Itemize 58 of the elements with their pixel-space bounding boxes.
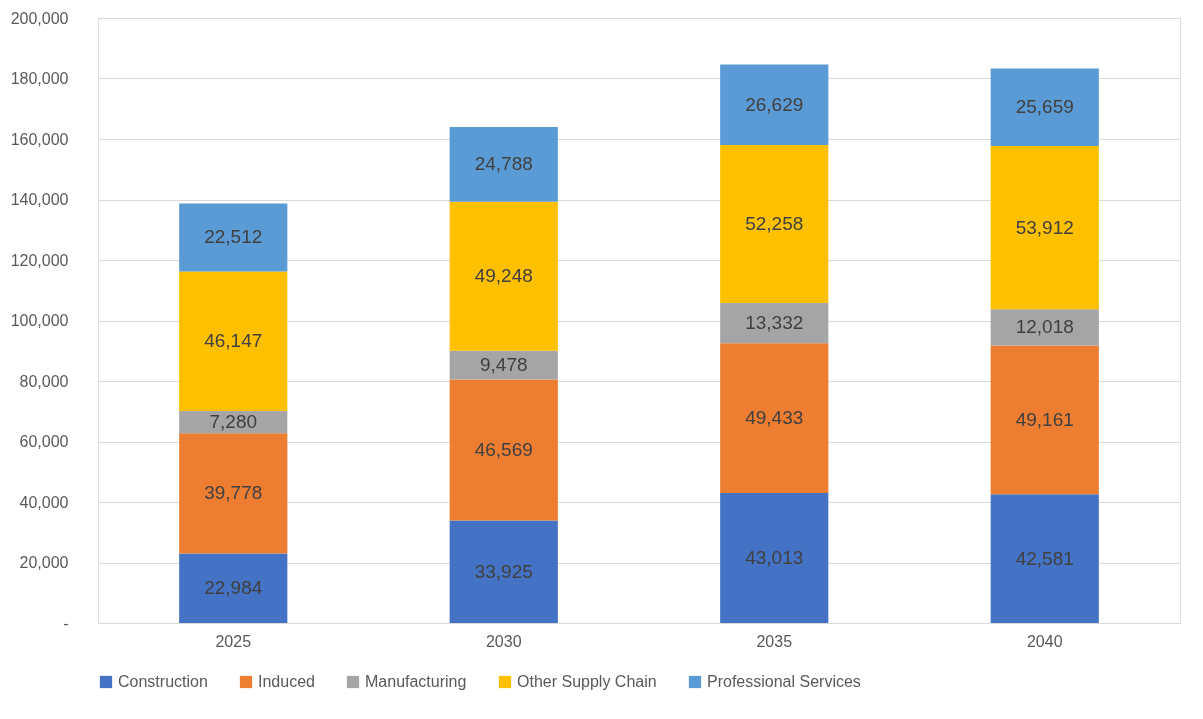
data-label: 25,659 <box>1015 96 1074 118</box>
data-label: 26,629 <box>745 93 804 115</box>
data-label: 13,332 <box>745 312 804 334</box>
x-tick-label: 2025 <box>215 632 252 650</box>
data-label: 52,258 <box>745 212 804 234</box>
data-label: 12,018 <box>1015 316 1074 338</box>
x-tick-label: 2035 <box>756 632 793 650</box>
y-tick-label: 180,000 <box>10 70 69 87</box>
data-label: 43,013 <box>745 546 804 568</box>
y-tick-label: 80,000 <box>19 372 69 390</box>
y-tick-label: 160,000 <box>10 130 69 148</box>
bar <box>990 146 1099 310</box>
legend-label: Manufacturing <box>365 673 467 690</box>
bar <box>990 68 1099 147</box>
bar <box>720 64 829 145</box>
data-label: 49,161 <box>1015 408 1074 430</box>
y-tick-label: - <box>63 614 69 632</box>
bar <box>449 350 558 380</box>
legend-label: Professional Services <box>707 673 861 690</box>
bar <box>179 433 288 554</box>
data-label: 9,478 <box>479 354 528 376</box>
y-tick-label: 40,000 <box>19 493 69 511</box>
data-label: 7,280 <box>209 411 258 433</box>
data-label: 42,581 <box>1015 547 1074 569</box>
data-label: 24,788 <box>474 153 533 175</box>
bar <box>179 553 288 623</box>
bar <box>720 303 829 344</box>
legend-label: Construction <box>118 673 208 690</box>
data-label: 39,778 <box>204 482 263 504</box>
bar <box>449 520 558 623</box>
y-tick-label: 120,000 <box>10 251 69 269</box>
legend-label: Other Supply Chain <box>517 673 657 690</box>
data-label: 46,147 <box>204 330 263 352</box>
x-tick-label: 2040 <box>1026 632 1063 650</box>
data-label: 22,984 <box>204 577 263 599</box>
y-tick-label: 60,000 <box>19 433 69 450</box>
data-label: 33,925 <box>474 560 533 582</box>
bar <box>449 201 558 351</box>
bar <box>720 144 829 304</box>
bar <box>179 271 288 412</box>
data-label: 49,248 <box>474 265 533 287</box>
data-label: 22,512 <box>204 226 263 248</box>
data-label: 49,433 <box>745 407 804 429</box>
bar <box>179 203 288 272</box>
y-tick-label: 20,000 <box>19 554 69 571</box>
bar <box>990 494 1099 623</box>
data-label: 46,569 <box>474 438 533 460</box>
legend-label: Induced <box>258 673 315 690</box>
bar <box>990 345 1099 495</box>
bar <box>449 126 558 202</box>
x-tick-label: 2030 <box>485 632 522 650</box>
y-tick-label: 140,000 <box>10 191 69 208</box>
y-tick-label: 100,000 <box>10 312 69 329</box>
bar <box>720 343 829 493</box>
bar <box>449 379 558 521</box>
bar <box>720 492 829 623</box>
y-tick-label: 200,000 <box>10 9 69 27</box>
data-label: 53,912 <box>1015 216 1074 238</box>
